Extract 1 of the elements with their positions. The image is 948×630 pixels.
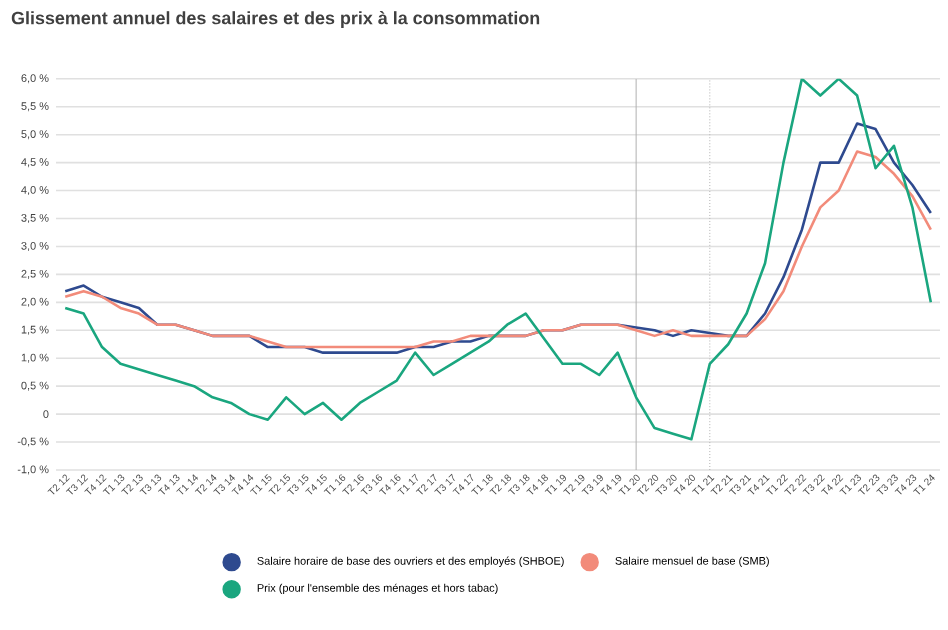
chart-title: Glissement annuel des salaires et des prix à la consommation (11, 11, 540, 28)
